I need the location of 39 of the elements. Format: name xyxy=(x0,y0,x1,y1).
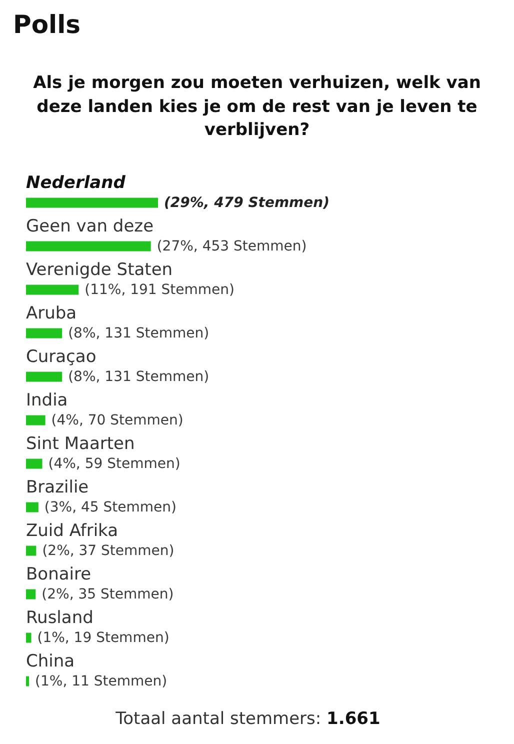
data-label: (2%, 35 Stemmen) xyxy=(42,586,174,602)
y-tick-label: India xyxy=(26,390,68,410)
bar xyxy=(26,458,42,469)
y-tick-label: Geen van deze xyxy=(26,216,154,236)
bar xyxy=(26,632,32,643)
bar xyxy=(26,676,30,686)
y-tick-label: Aruba xyxy=(26,303,77,324)
data-label: (8%, 131 Stemmen) xyxy=(68,368,210,385)
data-label: (27%, 453 Stemmen) xyxy=(156,238,307,254)
y-tick-label: Bonaire xyxy=(26,564,92,584)
data-label: (11%, 191 Stemmen) xyxy=(84,282,235,298)
bar xyxy=(26,328,62,338)
text: Totaal aantal stemmers: 1.661 xyxy=(116,709,380,729)
bar xyxy=(26,546,36,556)
bar xyxy=(26,241,151,252)
bar xyxy=(26,372,62,382)
y-tick-label: Rusland xyxy=(26,608,94,628)
data-label: (3%, 45 Stemmen) xyxy=(44,499,176,516)
y-tick-label: Verenigde Staten xyxy=(26,260,173,280)
bar xyxy=(26,589,36,600)
data-label: (1%, 11 Stemmen) xyxy=(35,673,168,690)
data-label: (4%, 70 Stemmen) xyxy=(51,412,184,428)
y-tick-label: Zuid Afrika xyxy=(26,520,118,541)
y-tick-label: Curaçao xyxy=(26,346,96,367)
bar xyxy=(26,284,79,295)
data-label: (8%, 131 Stemmen) xyxy=(68,325,210,342)
y-tick-label: Sint Maarten xyxy=(26,434,135,454)
data-label: (29%, 479 Stemmen) xyxy=(164,194,330,211)
y-tick-label: Nederland xyxy=(26,172,126,193)
data-label: (4%, 59 Stemmen) xyxy=(48,456,180,472)
text: Als je morgen zou moeten verhuizen, welk van deze landen kies je om de rest van je leven te verblijven? xyxy=(32,72,482,142)
chart-title: Polls xyxy=(13,9,81,41)
y-tick-label: China xyxy=(26,651,75,672)
bar xyxy=(26,502,38,512)
bar xyxy=(26,198,158,208)
data-label: (2%, 37 Stemmen) xyxy=(42,542,174,559)
data-label: (1%, 19 Stemmen) xyxy=(37,630,170,646)
y-tick-label: Brazilie xyxy=(26,477,89,498)
bar xyxy=(26,415,46,426)
